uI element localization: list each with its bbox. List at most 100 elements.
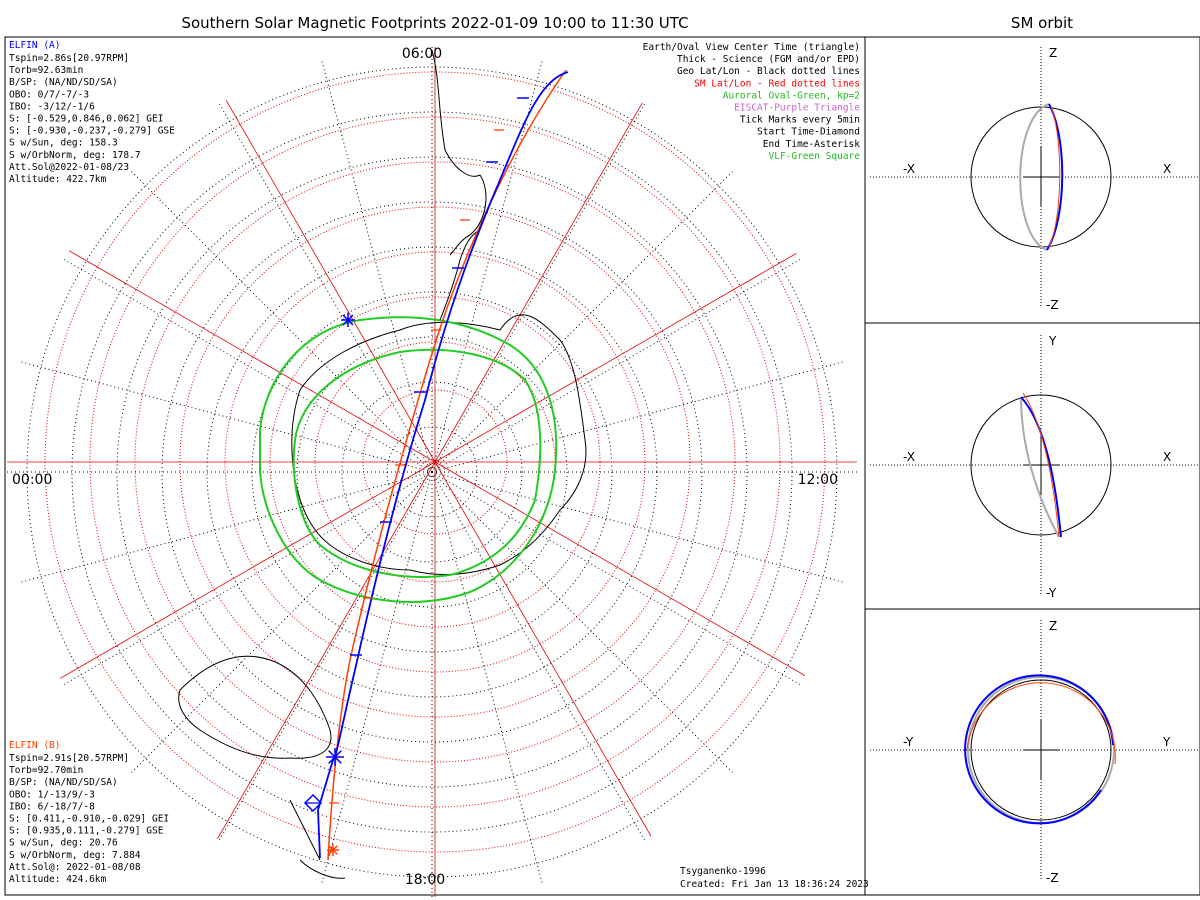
orbit-elfin-b — [1048, 106, 1061, 248]
auroral-oval-outer — [259, 316, 558, 603]
elfin-b-info-line: Altitude: 424.6km — [9, 874, 107, 885]
legend-item: Geo Lat/Lon - Black dotted lines — [677, 66, 860, 77]
legend-item: SM Lat/Lon - Red dotted lines — [694, 78, 860, 89]
south-america-coastline — [431, 49, 487, 256]
elfin-b-info-line: B/SP: (NA/ND/SD/SA) — [9, 777, 118, 788]
elfin-b-info-line: Tspin=2.91s[20.57RPM] — [9, 753, 129, 764]
elfin-a-track-tail — [317, 759, 334, 859]
elfin-b-info-line: IBO: 6/-18/7/-8 — [9, 801, 95, 812]
earth-circle — [970, 679, 1112, 821]
elfin-a-info-line: OBO: 0/7/-7/-3 — [9, 89, 89, 100]
elfin-a-track — [332, 71, 569, 761]
elfin-b-info-line: S: [0.935,0.111,-0.279] GSE — [9, 826, 164, 837]
orbit-neutral — [1020, 396, 1060, 538]
legend-item: Earth/Oval View Center Time (triangle) — [643, 42, 860, 53]
orbit-axis-left: -X — [903, 162, 915, 176]
geo-lon-line — [120, 471, 433, 784]
footprint-tracks — [303, 69, 569, 861]
orbit-axis-top: Y — [1048, 334, 1057, 348]
orbit-axis-bottom: -Z — [1046, 871, 1059, 885]
elfin-a-info-line: B/SP: (NA/ND/SD/SA) — [9, 77, 118, 88]
sm-latlon-grid — [7, 47, 857, 897]
elfin-b-info: ELFIN (B) Tspin=2.91s[20.57RPM]Torb=92.7… — [9, 740, 169, 885]
geo-lon-line — [211, 471, 433, 854]
elfin-b-info-line: S: [0.411,-0.910,-0.029] GEI — [9, 814, 169, 825]
clock-label-left: 00:00 — [12, 472, 52, 488]
orbit-elfin-a — [964, 674, 1114, 825]
orbit-axis-top: Z — [1049, 619, 1057, 633]
auroral-oval — [259, 316, 558, 603]
elfin-a-info-line: S: [-0.930,-0.237,-0.279] GSE — [9, 126, 175, 137]
geo-lat-circle — [161, 201, 703, 743]
legend-item: Auroral Oval-Green, kp=2 — [723, 90, 860, 101]
orbit-panel-3: Z -Z -Y Y — [870, 619, 1198, 885]
orbit-elfin-b — [1022, 392, 1060, 538]
elfin-a-info-line: IBO: -3/12/-1/6 — [9, 101, 95, 112]
orbit-title: SM orbit — [1011, 14, 1073, 32]
geo-lon-line — [317, 47, 433, 473]
earth-circle — [970, 394, 1112, 536]
orbit-elfin-b — [966, 682, 1116, 765]
elfin-b-info-line: S w/OrbNorm, deg: 7.884 — [9, 850, 141, 861]
elfin-a-info-line: S w/Sun, deg: 158.3 — [9, 138, 118, 149]
sm-lon-line — [204, 63, 436, 463]
elfin-a-info-line: Att.Sol@2022-01-08/23 — [9, 162, 129, 173]
clock-label-right: 12:00 — [798, 472, 838, 488]
africa-coastline — [759, 739, 816, 831]
orbit-neutral — [1019, 103, 1050, 251]
geo-lon-line — [431, 471, 653, 854]
sm-lon-line — [434, 461, 666, 861]
elfin-a-start-diamond — [303, 793, 323, 813]
coastlines — [178, 49, 816, 879]
elfin-b-info-line: OBO: 1/-13/9/-3 — [9, 789, 95, 800]
orbit-axis-right: X — [1163, 162, 1171, 176]
legend-item: EISCAT-Purple Triangle — [734, 103, 860, 114]
orbit-axis-left: -X — [903, 450, 915, 464]
elfin-a-name: ELFIN (A) — [9, 40, 60, 51]
legend-item: End Time-Asterisk — [763, 139, 861, 150]
elfin-a-oval-asterisk — [341, 313, 355, 327]
sm-lon-line — [434, 63, 666, 463]
elfin-a-info-line: Tspin=2.86s[20.97RPM] — [9, 53, 129, 64]
sm-lon-line — [204, 461, 436, 861]
geo-lon-line — [317, 471, 433, 897]
sm-lon-line — [434, 461, 834, 693]
elfin-a-info-line: Torb=92.63min — [9, 65, 83, 76]
elfin-b-end-asterisk — [327, 844, 339, 856]
new-zealand-coastline — [289, 799, 346, 879]
polar-map — [7, 47, 857, 897]
elfin-b-info-line: Torb=92.70min — [9, 765, 83, 776]
geo-lon-line — [431, 471, 857, 587]
geo-lon-line — [431, 160, 744, 473]
orbit-axis-bottom: -Z — [1046, 298, 1059, 312]
orbit-panel-2: Y -Y -X X — [870, 334, 1198, 600]
orbit-axis-right: X — [1163, 450, 1171, 464]
orbit-panels: Z -Z -X X Y -Y -X X Z -Z -Y Y — [870, 46, 1198, 885]
geo-lat-circle — [116, 156, 748, 788]
elfin-a-info-line: S: [-0.529,0.846,0.062] GEI — [9, 114, 163, 125]
model-credit: Tsyganenko-1996 — [680, 866, 766, 877]
auroral-oval-inner — [292, 348, 542, 578]
orbit-axis-bottom: -Y — [1046, 586, 1057, 600]
orbit-elfin-a — [1020, 396, 1062, 538]
sm-lon-line — [434, 231, 834, 463]
elfin-a-info-line: S w/OrbNorm, deg: 178.7 — [9, 150, 141, 161]
map-title: Southern Solar Magnetic Footprints 2022-… — [181, 14, 688, 32]
elfin-a-end-asterisk — [326, 748, 344, 766]
orbit-panel-1: Z -Z -X X — [870, 46, 1198, 312]
geo-lon-line — [431, 251, 814, 473]
legend-item: Tick Marks every 5min — [740, 115, 860, 126]
geo-lat-circle — [341, 381, 523, 563]
clock-label-bottom: 18:00 — [405, 872, 445, 888]
sm-lon-line — [36, 231, 436, 463]
sm-lon-line — [36, 461, 436, 693]
geo-lon-line — [50, 251, 433, 473]
legend-item: VLF-Green Square — [768, 151, 860, 162]
geo-lon-line — [120, 160, 433, 473]
elfin-b-info-line: Att.Sol@: 2022-01-08/08 — [9, 862, 141, 873]
clock-label-top: 06:00 — [402, 46, 442, 62]
geo-lon-line — [50, 471, 433, 693]
elfin-b-name: ELFIN (B) — [9, 740, 60, 751]
orbit-axis-left: -Y — [903, 735, 914, 749]
